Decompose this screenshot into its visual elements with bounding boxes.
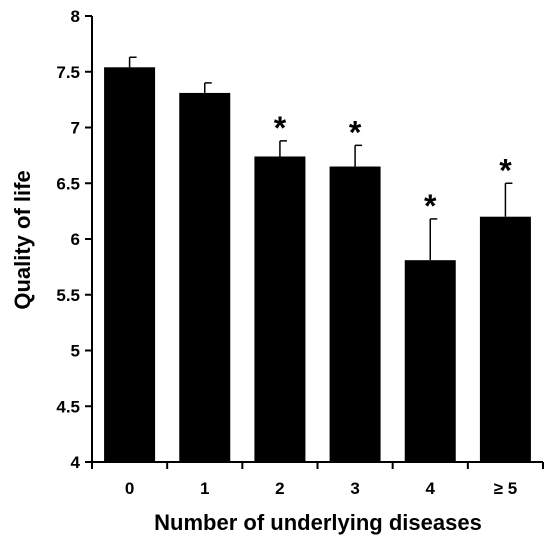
bar <box>104 67 156 462</box>
y-tick-label: 6 <box>71 230 80 249</box>
error-bars <box>128 56 513 261</box>
y-tick-label: 7 <box>71 119 80 138</box>
significance-star: * <box>274 110 287 146</box>
x-tick-label: 2 <box>275 479 284 498</box>
x-tick-label: 3 <box>350 479 359 498</box>
bar <box>329 166 381 462</box>
x-axis: 0 1 2 3 4 ≥ 5 <box>91 461 544 498</box>
bars <box>104 67 531 463</box>
y-tick-label: 5 <box>71 342 80 361</box>
x-axis-title: Number of underlying diseases <box>154 510 482 535</box>
significance-star: * <box>349 114 362 150</box>
significance-markers: * * * * <box>274 110 513 224</box>
bar <box>254 156 306 463</box>
y-tick-label: 7.5 <box>56 63 80 82</box>
y-axis: 4 4.5 5 5.5 6 6.5 7 7.5 8 <box>56 7 93 472</box>
significance-star: * <box>499 152 512 188</box>
y-tick-label: 4 <box>71 453 81 472</box>
bar <box>179 92 231 462</box>
bar <box>479 216 531 462</box>
y-tick-label: 8 <box>71 7 80 26</box>
x-tick-label: ≥ 5 <box>494 479 518 498</box>
bar <box>404 260 456 462</box>
y-tick-label: 4.5 <box>56 397 80 416</box>
x-tick-label: 4 <box>426 479 436 498</box>
x-tick-label: 0 <box>125 479 134 498</box>
x-tick-label: 1 <box>200 479 209 498</box>
y-tick-label: 6.5 <box>56 174 80 193</box>
y-axis-title: Quality of life <box>10 170 35 309</box>
y-tick-label: 5.5 <box>56 286 80 305</box>
significance-star: * <box>424 188 437 224</box>
